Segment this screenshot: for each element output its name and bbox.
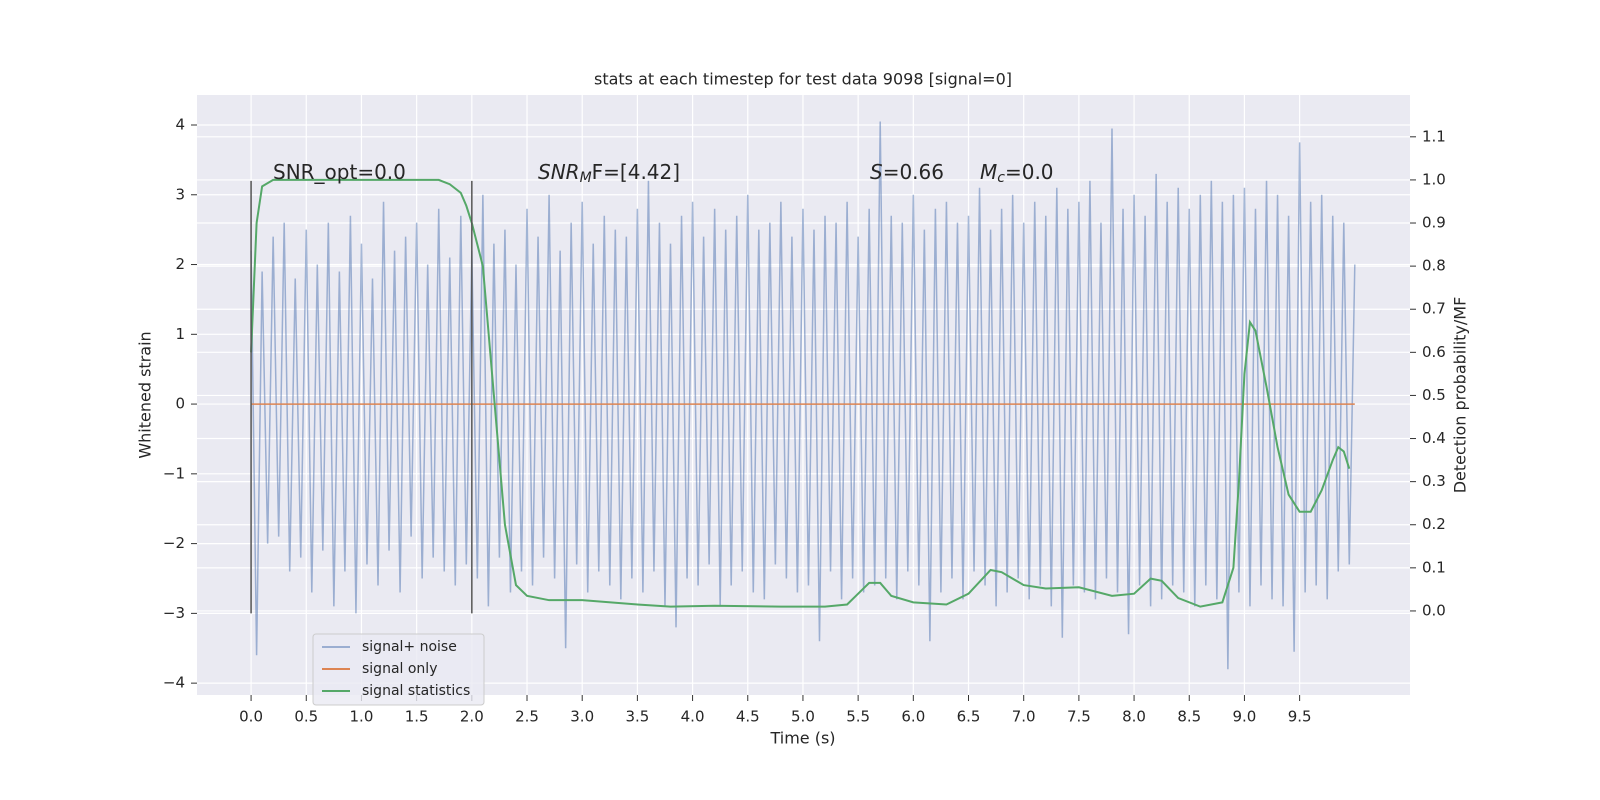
legend: signal+ noise signal only signal statistic… (312, 633, 485, 706)
y-tick-label: −1 (163, 464, 185, 482)
marks (250, 121, 1356, 670)
x-tick-label: 1.5 (405, 708, 429, 726)
annotation-part: SNR (538, 160, 580, 184)
y2-tick-label: 0.2 (1422, 515, 1446, 533)
x-tick-label: 7.5 (1067, 708, 1091, 726)
y2-tick-label: 0.7 (1422, 300, 1446, 318)
y2-tick-label: 1.0 (1422, 170, 1446, 188)
y2-axis-label: Detection probability/MF (1451, 297, 1470, 494)
legend-box (312, 633, 485, 706)
x-tick-label: 4.0 (681, 708, 705, 726)
y-tick-label: 0 (175, 395, 185, 413)
annotation-part: =0.66 (883, 160, 944, 184)
x-tick-label: 4.5 (736, 708, 760, 726)
x-tick-label: 0.0 (239, 708, 263, 726)
y2-tick-label: 0.4 (1422, 429, 1446, 447)
x-tick-label: 5.5 (846, 708, 870, 726)
annotation-part: M (580, 170, 592, 186)
y2-tick-label: 1.1 (1422, 127, 1446, 145)
y2-tick-label: 0.8 (1422, 257, 1446, 275)
y-tick-label: 3 (175, 185, 185, 203)
series-line (250, 121, 1356, 670)
y-tick-label: −4 (163, 674, 185, 692)
y-tick-label: −2 (163, 534, 185, 552)
x-tick-label: 2.5 (515, 708, 539, 726)
legend-label: signal+ noise (362, 639, 457, 655)
annotation-part: M (980, 160, 997, 184)
x-tick-label: 1.0 (350, 708, 374, 726)
y2-tick-label: 0.1 (1422, 558, 1446, 576)
x-tick-label: 8.5 (1177, 708, 1201, 726)
series-line (250, 178, 1351, 608)
y2-tick-label: 0.6 (1422, 343, 1446, 361)
y-tick-label: −3 (163, 604, 185, 622)
annotation-part: =0.0 (1005, 160, 1054, 184)
annotation-part: F=[4.42] (592, 160, 680, 184)
annotation: S=0.66 (870, 160, 944, 184)
x-tick-label: 9.5 (1288, 708, 1312, 726)
x-tick-label: 3.5 (625, 708, 649, 726)
legend-label: signal statistics (362, 683, 470, 699)
y2-tick-label: 0.0 (1422, 601, 1446, 619)
y2-tick-label: 0.3 (1422, 472, 1446, 490)
annotation: SNRMF=[4.42] (538, 160, 680, 187)
chart-title: stats at each timestep for test data 909… (594, 70, 1012, 89)
x-axis-label: Time (s) (769, 729, 835, 748)
y2-tick-label: 0.5 (1422, 386, 1446, 404)
y-tick-label: 2 (175, 255, 185, 273)
x-tick-label: 5.0 (791, 708, 815, 726)
x-tick-label: 6.5 (957, 708, 981, 726)
annotation-part: SNR_opt=0.0 (273, 160, 406, 184)
x-tick-label: 8.0 (1122, 708, 1146, 726)
y-tick-label: 1 (175, 325, 185, 343)
annotation-part: c (997, 170, 1005, 186)
annotation: SNR_opt=0.0 (273, 160, 406, 184)
axes: 0.0 0.5 1.0 1.5 2.0 2.5 3.0 3.5 4.0 4.5 5.0 5.5 6.0 6… (163, 116, 1446, 726)
y-axis-label: Whitened strain (136, 331, 155, 458)
x-tick-label: 0.5 (294, 708, 318, 726)
x-tick-label: 2.0 (460, 708, 484, 726)
x-tick-label: 3.0 (570, 708, 594, 726)
x-tick-label: 7.0 (1012, 708, 1036, 726)
y2-tick-label: 0.9 (1422, 214, 1446, 232)
annotation-part: S (870, 160, 883, 184)
x-tick-label: 6.0 (901, 708, 925, 726)
annotation: Mc=0.0 (980, 160, 1054, 187)
y-tick-label: 4 (175, 116, 185, 134)
legend-label: signal only (362, 661, 437, 677)
x-tick-label: 9.0 (1233, 708, 1257, 726)
